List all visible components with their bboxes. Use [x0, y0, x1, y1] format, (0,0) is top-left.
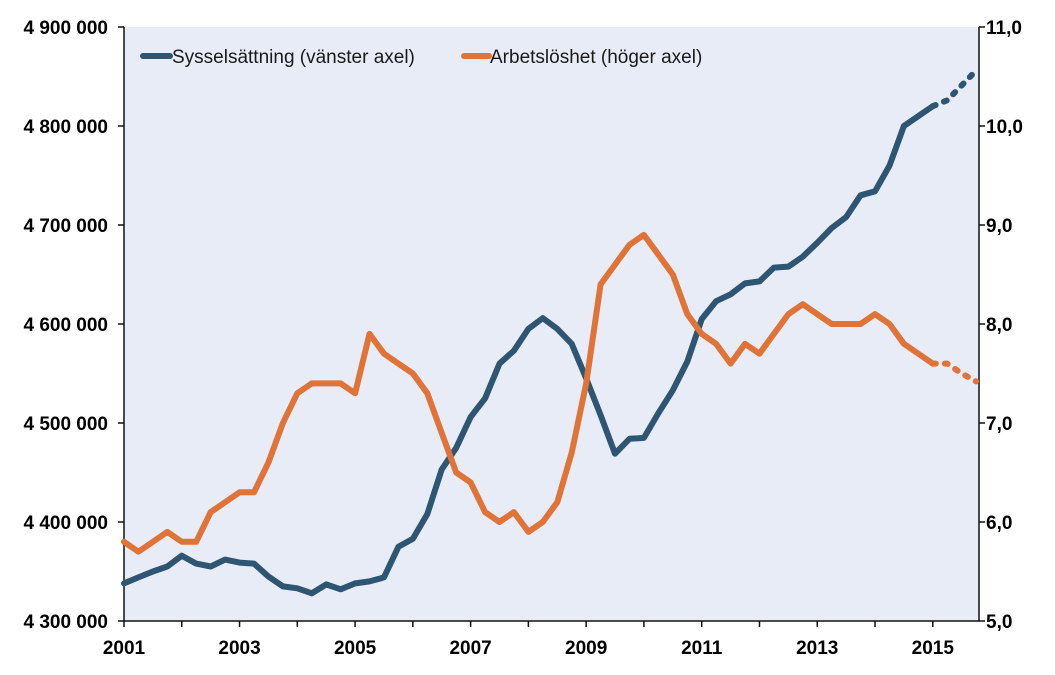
right-y-tick-label: 9,0 — [986, 216, 1012, 237]
right-y-tick-label: 11,0 — [986, 18, 1022, 39]
x-tick-label: 2005 — [334, 638, 377, 659]
x-tick-label: 2015 — [912, 638, 955, 659]
legend-label-employment: Sysselsättning (vänster axel) — [172, 47, 415, 68]
series-line-1 — [121, 231, 936, 555]
x-tick-label: 2001 — [103, 638, 146, 659]
series-forecast-0 — [929, 67, 980, 110]
left-y-tick-label: 4 300 000 — [23, 612, 108, 633]
left-y-tick-label: 4 700 000 — [23, 216, 108, 237]
left-y-tick-label: 4 500 000 — [23, 414, 108, 435]
x-tick-label: 2013 — [796, 638, 838, 659]
left-y-tick-label: 4 900 000 — [23, 18, 108, 39]
left-y-tick-label: 4 400 000 — [23, 513, 108, 534]
x-tick-label: 2007 — [449, 638, 491, 659]
series-line-0 — [121, 103, 936, 597]
legend: Sysselsättning (vänster axel) Arbetslösh… — [140, 47, 702, 68]
legend-label-unemployment: Arbetslöshet (höger axel) — [490, 47, 702, 68]
right-y-tick-label: 5,0 — [986, 612, 1012, 633]
left-y-tick-label: 4 600 000 — [23, 315, 108, 336]
axis-ticks: 4 300 000 4 400 000 4 500 000 4 600 000 4 70… — [23, 18, 1023, 659]
right-y-tick-label: 7,0 — [986, 414, 1012, 435]
x-tick-label: 2003 — [218, 638, 260, 659]
series-layer — [121, 67, 980, 597]
series-forecast-1 — [929, 360, 980, 385]
x-tick-label: 2009 — [565, 638, 607, 659]
left-y-tick-label: 4 800 000 — [23, 117, 108, 138]
right-y-tick-label: 8,0 — [986, 315, 1012, 336]
right-y-tick-label: 6,0 — [986, 513, 1012, 534]
x-tick-label: 2011 — [681, 638, 723, 659]
right-y-tick-label: 10,0 — [986, 117, 1023, 138]
